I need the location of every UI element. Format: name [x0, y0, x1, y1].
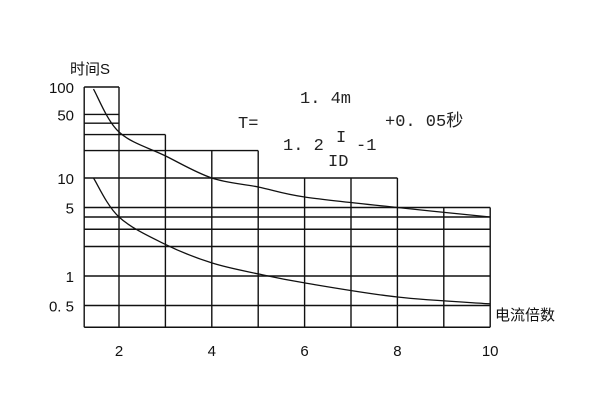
y-tick-label: 50: [57, 107, 74, 124]
y-tick-labels: 100 50 10 5 1 0. 5: [49, 80, 74, 316]
grid: [83, 86, 491, 328]
formula-denominator-coef: 1. 2: [283, 137, 324, 156]
formula-minus-one: -1: [356, 137, 376, 156]
x-axis-label: 电流倍数: [495, 307, 555, 324]
curves: [92, 88, 491, 305]
x-tick-label: 2: [115, 343, 123, 360]
x-tick-label: 6: [300, 343, 308, 360]
x-tick-labels: 2 4 6 8 10: [115, 343, 499, 360]
y-tick-label: 1: [66, 269, 74, 286]
formula-numerator: 1. 4m: [300, 90, 351, 109]
y-tick-label: 100: [49, 80, 74, 97]
formula-lhs: T=: [238, 115, 258, 134]
y-axis-label: 时间S: [70, 61, 110, 78]
y-tick-label: 10: [57, 171, 74, 188]
x-tick-label: 4: [208, 343, 216, 360]
formula-ratio-top: I: [336, 129, 346, 148]
formula-ratio-bottom: ID: [328, 153, 348, 172]
formula-addend: +0. 05秒: [385, 111, 463, 132]
curve-1: [92, 88, 491, 218]
y-tick-label: 5: [66, 201, 74, 218]
formula-annotation: T= 1. 4m 1. 2 I ID -1 +0. 05秒: [238, 90, 463, 172]
y-tick-label: 0. 5: [49, 299, 74, 316]
x-tick-label: 8: [393, 343, 401, 360]
x-tick-label: 10: [482, 343, 499, 360]
curve-2: [92, 177, 491, 305]
